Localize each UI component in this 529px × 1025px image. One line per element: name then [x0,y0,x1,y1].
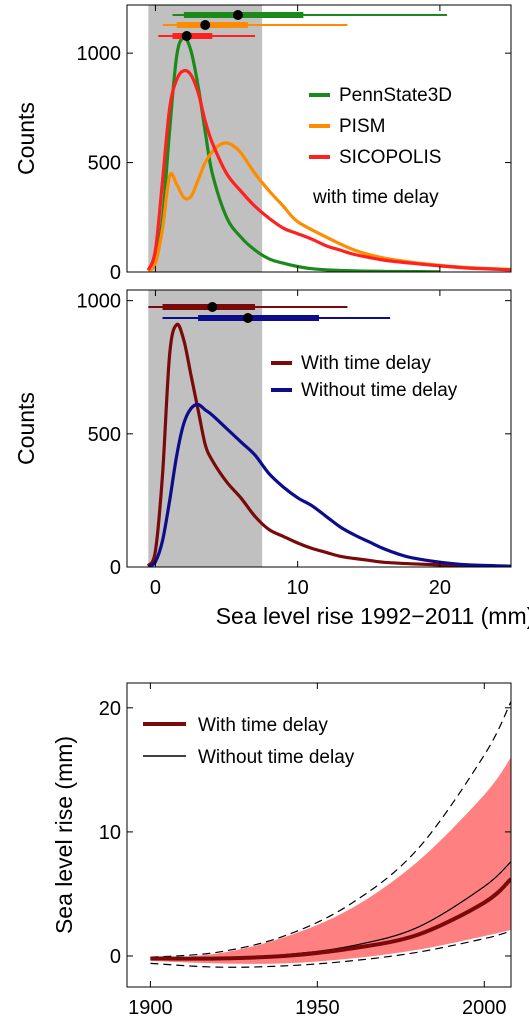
series-line-SICOPOLIS [146,68,511,272]
y-tick-label: 0 [110,557,121,579]
series-group [150,701,511,968]
summary-median-1-0 [232,10,243,20]
axes-3: 0 10 20 1900 1950 2000 Sea level rise (mm) Time… [51,682,512,1025]
series-group [146,36,511,272]
y-tick-label: 500 [88,424,121,446]
summary-median-2-1 [242,313,253,323]
y-tick-label: 0 [110,262,121,284]
legend-label-1: PISM [339,116,385,137]
x-axis-label: Sea level rise 1992−2011 (mm) [216,603,529,629]
y-tick-label: 10 [99,822,121,844]
axes-frame [126,682,512,988]
summary-median-1-2 [181,31,192,41]
legend: With time delay Without time delay [271,353,458,401]
series-line-With time delay [146,322,511,567]
legend-label-0: With time delay [198,715,328,736]
x-tick-label: 2000 [462,997,507,1019]
x-tick-label: 10 [287,577,309,599]
legend-label-0: With time delay [301,353,431,374]
x-tick-label: 20 [429,577,451,599]
legend: PennState3D PISM SICOPOLIS with time delay [309,85,452,208]
uncertainty-band [150,757,511,964]
legend-label-2: SICOPOLIS [339,147,441,168]
x-axis-label: Time (years) [255,1023,383,1025]
legend-label-1: Without time delay [198,747,355,768]
y-tick-label: 1000 [77,291,122,313]
series-line-Without time delay [147,402,511,567]
series-group [146,322,511,567]
y-axis-label: Sea level rise (mm) [51,736,77,934]
legend: With time delay Without time delay [143,715,355,768]
series-line-With time delay [150,877,511,961]
axes-frame [126,289,512,568]
x-tick-label: 0 [150,577,161,599]
axes-2: 0 500 1000 0 10 20 Counts Sea level rise 1992−2… [13,289,529,629]
dashed-bound-line [150,930,511,968]
y-tick-label: 0 [110,946,121,968]
y-axis-label: Counts [13,392,39,465]
y-tick-label: 1000 [77,43,122,65]
series-line-PISM [147,141,511,272]
legend-label-1: Without time delay [301,380,458,401]
summary-median-2-0 [207,302,218,312]
x-tick-label: 1950 [295,997,340,1019]
y-axis-label: Counts [13,102,39,175]
axes-frame [126,4,512,273]
axes-1: 0 500 1000 Counts [13,4,512,284]
series-line-PennState3D [146,36,440,272]
dashed-bound-line [150,701,511,958]
y-tick-label: 20 [99,698,121,720]
y-tick-label: 500 [88,153,121,175]
legend-note: with time delay [312,187,439,208]
legend-label-0: PennState3D [339,85,452,106]
x-tick-label: 1900 [128,997,173,1019]
summary-median-1-1 [200,20,211,30]
